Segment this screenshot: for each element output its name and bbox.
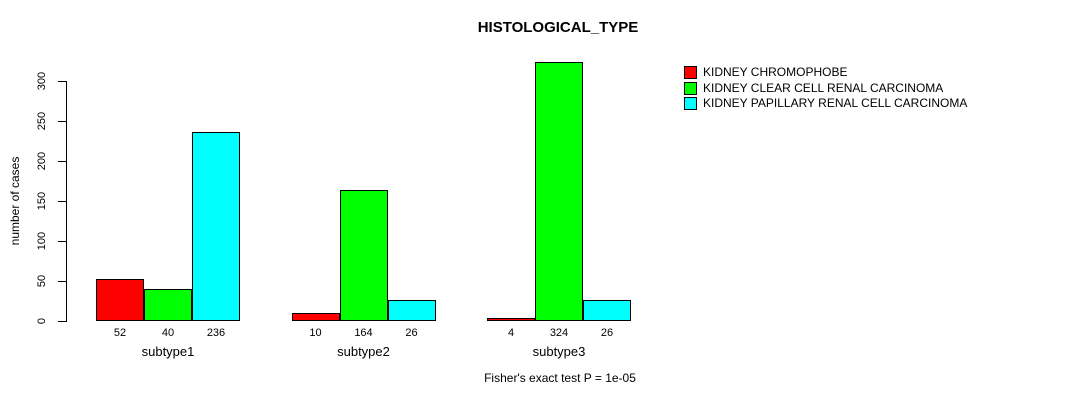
bar-kidney-clear-cell-renal-carcinoma-subtype2 (339, 189, 388, 321)
y-axis-tick-label: 250 (36, 111, 48, 131)
fisher-test-note: Fisher's exact test P = 1e-05 (484, 371, 636, 385)
y-axis-tick-label: 100 (36, 231, 48, 251)
legend-swatch-kidney-clear-cell-renal-carcinoma (684, 81, 697, 95)
x-category-label: subtype2 (337, 344, 390, 359)
bar-value-label: 26 (405, 327, 418, 339)
bar-value-label: 164 (354, 327, 373, 339)
bar-value-label: 52 (113, 327, 127, 339)
y-axis-tick (58, 161, 66, 162)
y-axis-tick (58, 81, 66, 82)
y-axis-tick (58, 321, 66, 322)
bar-kidney-clear-cell-renal-carcinoma-subtype1 (144, 289, 192, 321)
bar-value-label: 324 (549, 327, 569, 339)
y-axis-tick (58, 241, 66, 242)
legend: KIDNEY CHROMOPHOBE KIDNEY CLEAR CELL RENA… (684, 66, 967, 113)
y-axis-tick-label: 0 (36, 317, 48, 325)
bar-kidney-papillary-renal-cell-carcinoma-subtype3 (583, 300, 631, 321)
y-axis-tick-label: 50 (36, 274, 48, 288)
bar-value-label: 40 (161, 327, 175, 339)
y-axis-line (66, 81, 67, 322)
legend-swatch-kidney-papillary-renal-cell-carcinoma (684, 97, 697, 110)
bar-value-label: 4 (507, 327, 515, 339)
y-axis-tick-label: 150 (36, 191, 48, 211)
legend-swatch-kidney-chromophobe (684, 66, 697, 79)
x-category-label: subtype1 (141, 344, 195, 359)
y-axis-tick (58, 201, 66, 202)
bar-value-label: 236 (206, 327, 226, 339)
legend-label: KIDNEY CLEAR CELL RENAL CARCINOMA (703, 80, 944, 95)
legend-item: KIDNEY PAPILLARY RENAL CELL CARCINOMA (684, 97, 967, 110)
bar-kidney-chromophobe-subtype2 (291, 313, 340, 321)
bar-kidney-chromophobe-subtype3 (487, 317, 535, 321)
bar-kidney-clear-cell-renal-carcinoma-subtype3 (535, 61, 583, 321)
x-category-label: subtype3 (532, 344, 586, 359)
legend-label: KIDNEY PAPILLARY RENAL CELL CARCINOMA (703, 96, 968, 110)
y-axis-tick (58, 281, 66, 282)
y-axis-tick-label: 300 (36, 71, 48, 91)
bar-kidney-papillary-renal-cell-carcinoma-subtype2 (387, 300, 436, 321)
bar-value-label: 10 (309, 327, 322, 339)
chart-title: HISTOLOGICAL_TYPE (477, 19, 639, 36)
y-axis-tick-label: 200 (36, 151, 48, 171)
bar-kidney-chromophobe-subtype1 (96, 279, 144, 321)
legend-label: KIDNEY CHROMOPHOBE (703, 65, 848, 79)
legend-item: KIDNEY CHROMOPHOBE (684, 66, 967, 79)
legend-item: KIDNEY CLEAR CELL RENAL CARCINOMA (684, 80, 967, 95)
bar-value-label: 26 (600, 327, 614, 339)
bar-kidney-papillary-renal-cell-carcinoma-subtype1 (192, 132, 240, 321)
y-axis-tick (58, 121, 66, 122)
y-axis-label: number of cases (8, 156, 22, 246)
